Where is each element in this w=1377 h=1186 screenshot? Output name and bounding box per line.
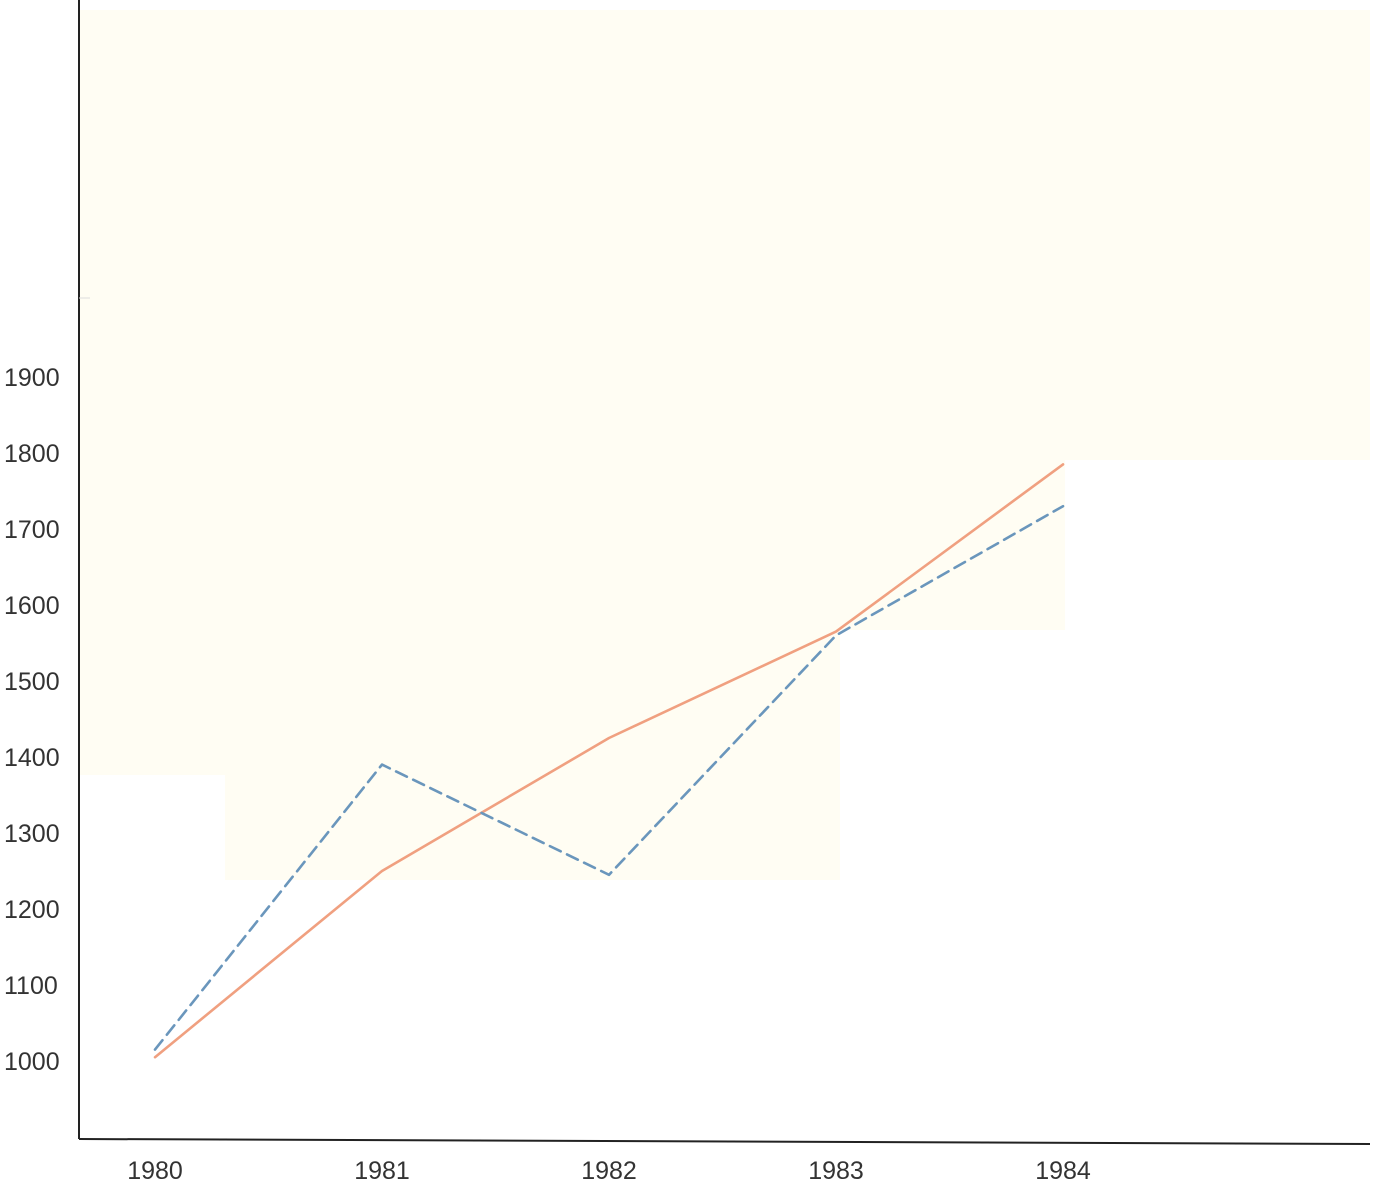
- x-axis-ticks: 1980 1981 1982 1983 1984: [127, 1157, 1091, 1185]
- y-tick-label: 1900: [4, 364, 60, 392]
- series-line-2: [153, 504, 1065, 1051]
- y-tick-label: 1200: [4, 896, 60, 924]
- x-tick-label: 1984: [1035, 1157, 1091, 1185]
- y-tick-label: 1600: [4, 592, 60, 620]
- background-table-ghost: [80, 10, 1370, 460]
- y-tick-label: 1500: [4, 668, 60, 696]
- y-tick-label: 1800: [4, 440, 60, 468]
- x-axis-line: [78, 1138, 1371, 1145]
- y-axis-ticks: 1000 1100 1200 1300 1400 1500 1600 1700 1800 1900: [4, 364, 60, 1076]
- series-layer: [153, 463, 1065, 1059]
- y-tick-label: 1100: [4, 972, 58, 1000]
- y-tick-label: 1400: [4, 744, 60, 772]
- y-tick-label: 1700: [4, 516, 60, 544]
- x-tick-label: 1983: [808, 1157, 864, 1185]
- x-tick-label: 1982: [581, 1157, 637, 1185]
- x-tick-label: 1981: [354, 1157, 410, 1185]
- x-tick-label: 1980: [127, 1157, 183, 1185]
- series-line-1: [153, 463, 1065, 1059]
- background-table-ghost: [80, 630, 225, 775]
- y-tick-label: 1300: [4, 820, 60, 848]
- y-tick-label: 1000: [4, 1048, 60, 1076]
- background-table-ghost: [80, 460, 1065, 630]
